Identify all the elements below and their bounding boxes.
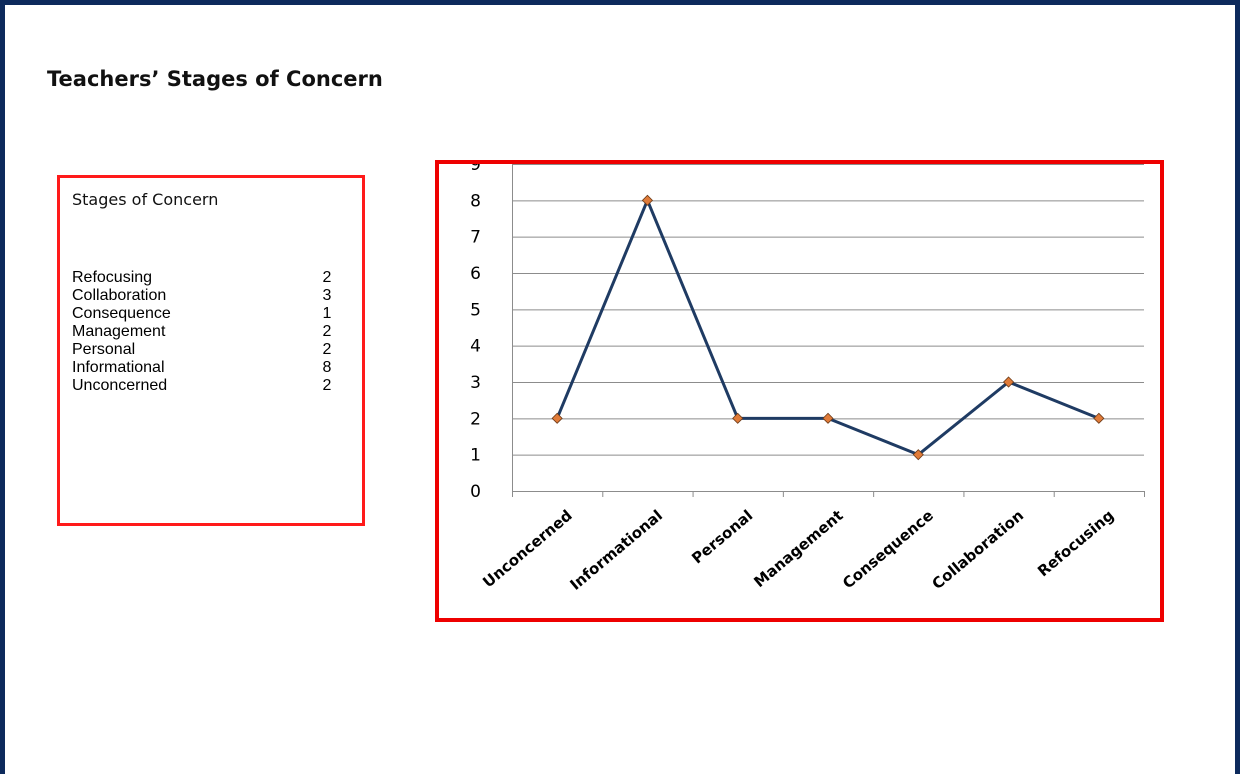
data-point — [912, 449, 924, 461]
table-row: Consequence 1 — [72, 305, 342, 323]
y-tick-label: 8 — [470, 191, 481, 211]
row-value: 2 — [322, 341, 332, 358]
row-label: Management — [72, 323, 166, 340]
table-row: Collaboration 3 — [72, 287, 342, 305]
x-tick-label: Refocusing — [1034, 506, 1117, 580]
x-tick-label: Informational — [566, 506, 666, 594]
row-value: 1 — [322, 305, 332, 322]
row-value: 8 — [322, 359, 332, 376]
table-title: Stages of Concern — [72, 190, 219, 209]
table-rows: Refocusing 2 Collaboration 3 Consequence… — [72, 269, 342, 395]
y-tick-label: 4 — [470, 337, 481, 357]
y-tick-label: 3 — [470, 373, 481, 393]
x-tick-label: Management — [750, 506, 846, 591]
data-point — [732, 412, 744, 424]
data-point — [1003, 376, 1015, 388]
row-label: Consequence — [72, 305, 171, 322]
row-label: Collaboration — [72, 287, 167, 304]
table-row: Informational 8 — [72, 359, 342, 377]
data-table-box: Stages of Concern Refocusing 2 Collabora… — [57, 175, 365, 526]
row-label: Refocusing — [72, 269, 153, 286]
table-row: Unconcerned 2 — [72, 377, 342, 395]
data-point — [822, 412, 834, 424]
y-tick-label: 1 — [470, 446, 481, 466]
chart-box: 0 1 2 3 4 5 6 7 8 9 Unconcerned Informational Person… — [435, 160, 1164, 622]
row-label: Personal — [72, 341, 136, 358]
y-tick-label: 0 — [470, 482, 481, 502]
table-row: Management 2 — [72, 323, 342, 341]
x-tick-label: Unconcerned — [479, 506, 575, 591]
y-tick-label: 5 — [470, 300, 481, 320]
x-tick-label: Consequence — [839, 506, 937, 592]
row-value: 2 — [322, 269, 332, 286]
table-row: Personal 2 — [72, 341, 342, 359]
row-value: 2 — [322, 377, 332, 394]
row-value: 2 — [322, 323, 332, 340]
row-label: Informational — [72, 359, 165, 376]
slide-title: Teachers’ Stages of Concern — [47, 67, 383, 91]
y-tick-label: 6 — [470, 264, 481, 284]
y-tick-label: 7 — [470, 228, 481, 248]
data-point — [641, 194, 653, 206]
y-tick-label: 2 — [470, 409, 481, 429]
x-tick-label: Collaboration — [929, 506, 1028, 593]
x-tick-label: Personal — [688, 506, 756, 567]
table-row: Refocusing 2 — [72, 269, 342, 287]
row-value: 3 — [322, 287, 332, 304]
y-tick-label: 9 — [470, 164, 481, 175]
row-label: Unconcerned — [72, 377, 168, 394]
data-point — [551, 412, 563, 424]
data-point — [1093, 412, 1105, 424]
